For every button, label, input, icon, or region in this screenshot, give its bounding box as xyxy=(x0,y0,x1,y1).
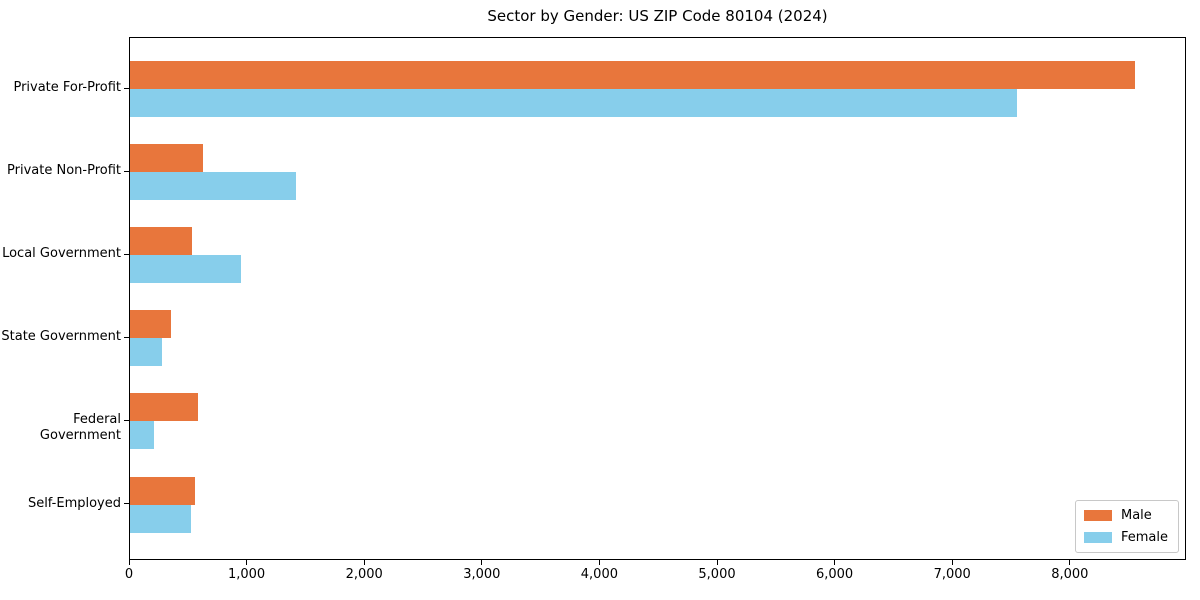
bar-male-6 xyxy=(130,476,195,505)
y-axis-tick xyxy=(124,419,129,421)
legend: Male Female xyxy=(1074,500,1179,553)
bar-female-5 xyxy=(130,421,154,450)
male-color-swatch xyxy=(1083,510,1112,521)
bar-female-2 xyxy=(130,172,296,201)
x-axis-tick xyxy=(363,560,365,565)
bar-female-3 xyxy=(130,255,241,284)
y-axis-category-label: Federal Government xyxy=(39,412,121,444)
bar-female-1 xyxy=(130,89,1017,117)
y-axis-tick xyxy=(124,503,129,504)
x-axis-tick-label: 8,000 xyxy=(1051,567,1089,582)
x-axis-tick xyxy=(481,560,483,565)
bar-male-3 xyxy=(130,227,193,256)
x-axis-tick xyxy=(246,560,248,565)
y-axis-category-label: State Government xyxy=(1,329,121,345)
y-axis-tick xyxy=(124,336,129,338)
chart-title: Sector by Gender: US ZIP Code 80104 (202… xyxy=(487,7,828,25)
bar-male-1 xyxy=(130,61,1136,89)
x-axis-tick-label: 3,000 xyxy=(463,567,501,582)
plot-area: Male Female xyxy=(129,37,1186,560)
x-axis-tick-label: 6,000 xyxy=(815,567,854,582)
bar-male-2 xyxy=(130,144,203,173)
y-axis-tick xyxy=(124,253,129,255)
x-axis-tick-label: 2,000 xyxy=(345,567,383,582)
bar-female-6 xyxy=(130,504,192,533)
y-axis-category-label: Self-Employed xyxy=(27,495,121,511)
y-axis-category-label: Private For-Profit xyxy=(13,80,121,95)
x-axis-tick xyxy=(951,560,953,565)
x-axis-tick-label: 7,000 xyxy=(933,567,971,582)
bar-female-4 xyxy=(130,338,162,367)
x-axis-tick xyxy=(716,560,718,565)
y-axis-category-label: Private Non-Profit xyxy=(7,163,121,179)
y-axis-tick xyxy=(124,87,129,89)
x-axis-tick-label: 4,000 xyxy=(580,567,618,582)
y-axis-tick xyxy=(124,170,129,172)
x-axis-tick xyxy=(1069,560,1071,565)
x-axis-tick-label: 1,000 xyxy=(227,567,266,582)
x-axis-tick-label: 0 xyxy=(124,567,134,582)
legend-label-female: Female xyxy=(1120,530,1168,545)
y-axis-category-label: Local Government xyxy=(2,246,121,262)
x-axis-tick-label: 5,000 xyxy=(698,567,736,582)
x-axis-tick xyxy=(598,560,600,565)
female-color-swatch xyxy=(1083,532,1112,543)
x-axis-tick xyxy=(128,560,130,565)
x-axis-tick xyxy=(834,560,836,565)
legend-entry-male: Male xyxy=(1083,508,1168,523)
bar-male-5 xyxy=(130,393,198,422)
legend-entry-female: Female xyxy=(1083,530,1168,545)
legend-label-male: Male xyxy=(1120,508,1152,523)
bar-male-4 xyxy=(130,310,171,339)
